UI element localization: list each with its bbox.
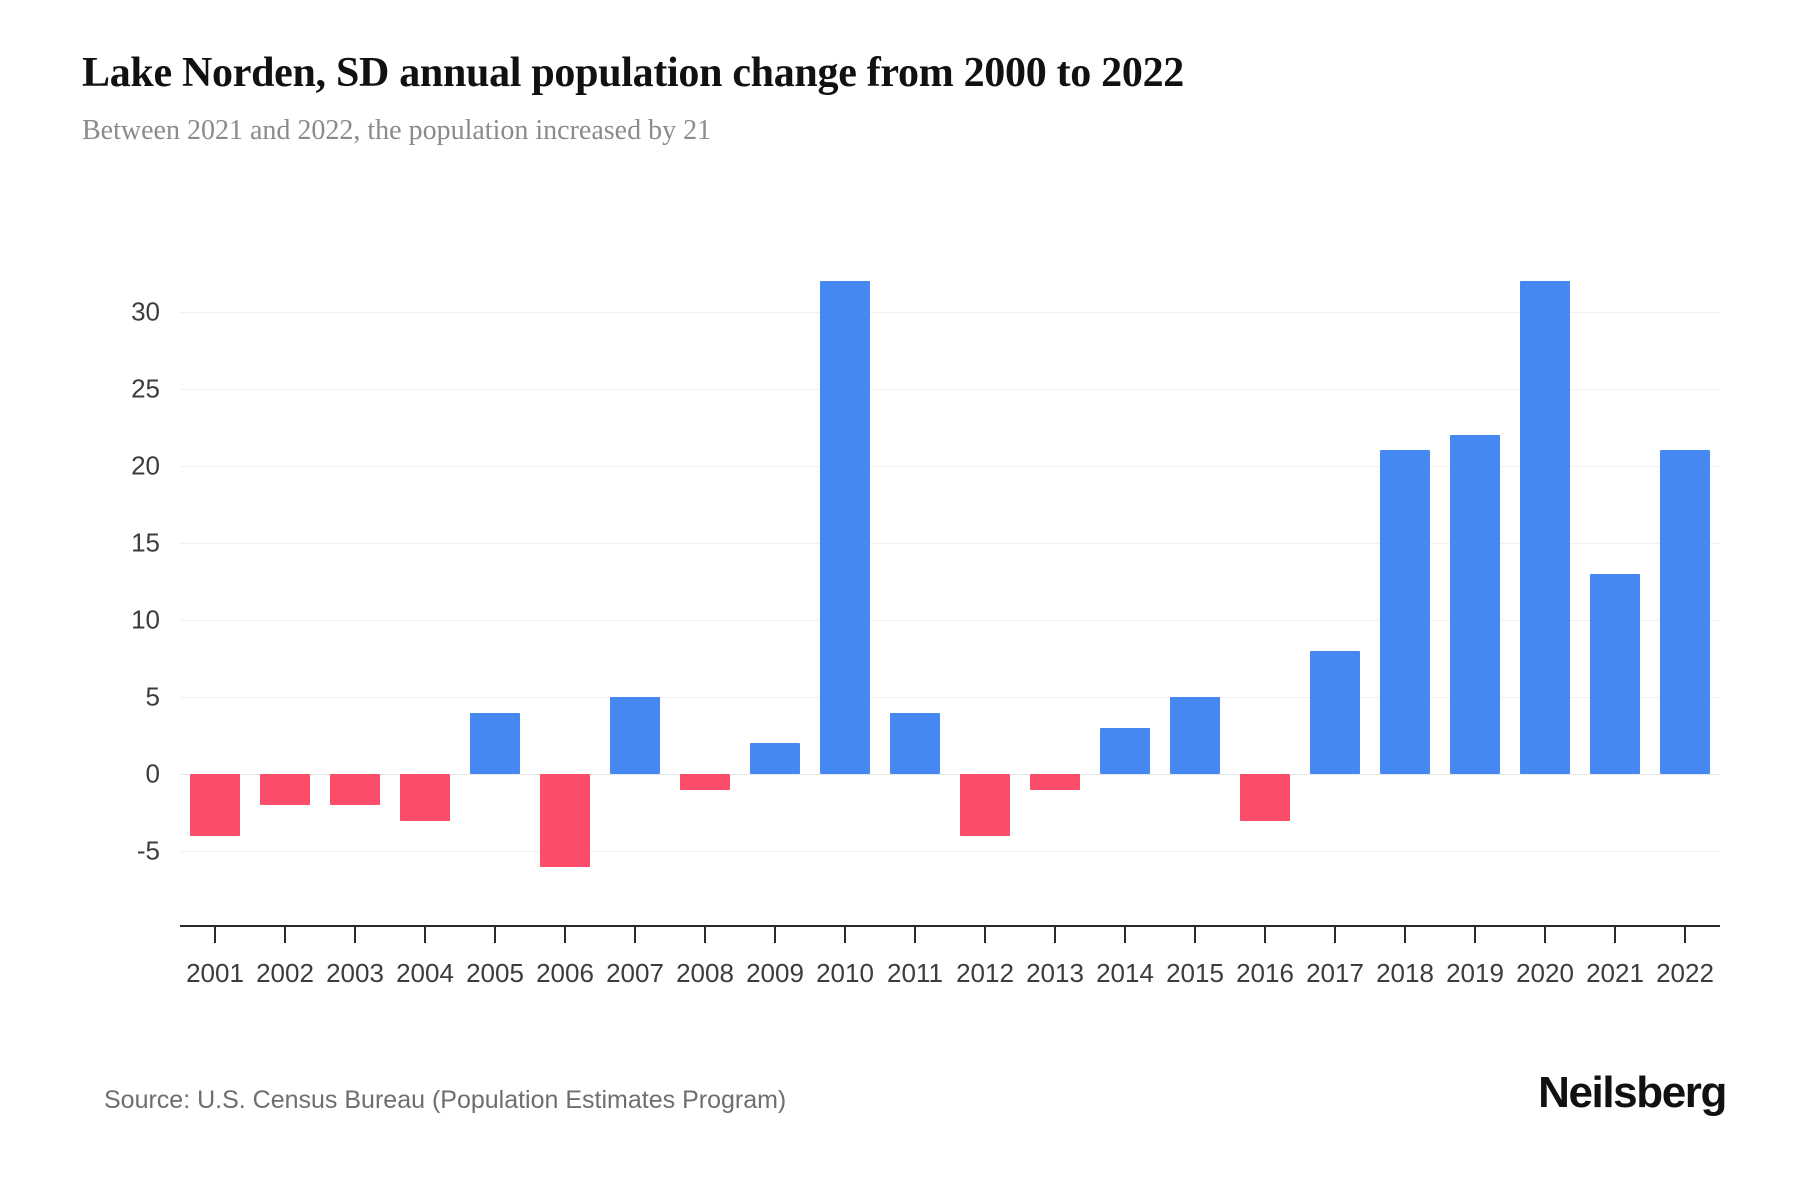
bar-2014[interactable]	[1099, 728, 1151, 775]
x-axis-tickmarks	[180, 927, 1720, 943]
y-axis-tick-label: 5	[145, 681, 160, 712]
x-axis-tick-label: 2006	[536, 958, 594, 988]
x-axis-tick-label: 2012	[956, 958, 1014, 988]
x-axis-tick-label: 2005	[466, 958, 524, 988]
x-axis-tickmark	[1194, 927, 1196, 943]
bar-2005[interactable]	[469, 712, 521, 775]
bar-2003[interactable]	[329, 774, 381, 806]
bar-2019[interactable]	[1449, 435, 1501, 775]
x-axis-tick-label: 2009	[746, 958, 804, 988]
x-axis-tick-label: 2017	[1306, 958, 1364, 988]
x-axis-tick-label: 2010	[816, 958, 874, 988]
x-axis-tickmark	[494, 927, 496, 943]
y-axis-tick-label: 15	[131, 527, 160, 558]
x-axis-tickmark	[774, 927, 776, 943]
bar-2012[interactable]	[959, 774, 1011, 836]
x-axis-tick-label: 2015	[1166, 958, 1224, 988]
gridline	[180, 697, 1720, 699]
y-axis: 30 25 20 15 10 5 0 -5	[100, 250, 160, 890]
bar-2013[interactable]	[1029, 774, 1081, 790]
bar-2006[interactable]	[539, 774, 591, 867]
source-note: Source: U.S. Census Bureau (Population E…	[104, 1086, 787, 1114]
bar-2004[interactable]	[399, 774, 451, 821]
x-axis-line	[180, 925, 1720, 927]
x-axis-tickmark	[984, 927, 986, 943]
x-axis-tickmark	[284, 927, 286, 943]
y-axis-tick-label: 0	[145, 758, 160, 789]
gridline	[180, 543, 1720, 544]
gridline	[180, 620, 1720, 622]
x-axis-tickmark	[1124, 927, 1126, 943]
x-axis-tickmark	[354, 927, 356, 943]
x-axis-tick-label: 2008	[676, 958, 734, 988]
chart-header: Lake Norden, SD annual population change…	[82, 50, 1722, 148]
plot-area: 30 25 20 15 10 5 0 -5 2001 2002 2003 2004 2005 2006 2…	[0, 250, 1800, 1010]
x-axis-tickmark	[914, 927, 916, 943]
bar-2015[interactable]	[1169, 697, 1221, 775]
gridlines	[180, 250, 1720, 890]
x-axis-tickmark	[214, 927, 216, 943]
x-axis-tickmark	[564, 927, 566, 943]
bar-2008[interactable]	[679, 774, 731, 790]
x-axis-tick-label: 2021	[1586, 958, 1644, 988]
bar-2016[interactable]	[1239, 774, 1291, 821]
x-axis-tickmark	[1404, 927, 1406, 943]
x-axis-tickmark	[1684, 927, 1686, 943]
bar-2018[interactable]	[1379, 450, 1431, 775]
bar-2010[interactable]	[819, 280, 871, 775]
x-axis-tickmark	[424, 927, 426, 943]
bar-series	[180, 250, 1720, 890]
y-axis-tick-label: 25	[131, 373, 160, 404]
y-axis-tick-label: 20	[131, 450, 160, 481]
x-axis-tickmark	[844, 927, 846, 943]
y-axis-tick-label: 30	[131, 296, 160, 327]
x-axis-tickmark	[1474, 927, 1476, 943]
x-axis-tick-label: 2013	[1026, 958, 1084, 988]
bar-2009[interactable]	[749, 743, 801, 775]
bar-2007[interactable]	[609, 697, 661, 775]
x-axis-tick-label: 2014	[1096, 958, 1154, 988]
x-axis-tick-label: 2001	[186, 958, 244, 988]
y-axis-tick-label: -5	[136, 835, 160, 866]
gridline	[180, 311, 1720, 313]
x-axis-tick-label: 2003	[326, 958, 384, 988]
gridline	[180, 851, 1720, 853]
x-axis-tick-label: 2007	[606, 958, 664, 988]
bar-2020[interactable]	[1519, 280, 1571, 775]
x-axis-tick-label: 2011	[887, 958, 943, 988]
zero-baseline	[180, 774, 1720, 776]
x-axis-tickmark	[1334, 927, 1336, 943]
x-axis-tick-label: 2022	[1656, 958, 1714, 988]
x-axis-tick-label: 2018	[1376, 958, 1434, 988]
page-title: Lake Norden, SD annual population change…	[82, 50, 1184, 96]
gridline	[180, 388, 1720, 390]
y-axis-tick-label: 10	[131, 604, 160, 635]
bar-2001[interactable]	[189, 774, 241, 836]
x-axis-tickmark	[1054, 927, 1056, 943]
bar-2021[interactable]	[1589, 573, 1641, 775]
chart-subtitle: Between 2021 and 2022, the population in…	[82, 115, 712, 147]
gridline	[180, 465, 1720, 467]
x-axis-tickmark	[634, 927, 636, 943]
x-axis-tick-label: 2004	[396, 958, 454, 988]
x-axis-tickmark	[1544, 927, 1546, 943]
bar-2002[interactable]	[259, 774, 311, 806]
x-axis-tickmark	[1264, 927, 1266, 943]
bar-2022[interactable]	[1659, 450, 1711, 775]
x-axis-tick-label: 2019	[1446, 958, 1504, 988]
x-axis-tick-label: 2002	[256, 958, 314, 988]
x-axis-tickmark	[1614, 927, 1616, 943]
x-axis-tick-label: 2020	[1516, 958, 1574, 988]
x-axis-tickmark	[704, 927, 706, 943]
brand-logo: Neilsberg	[1538, 1068, 1727, 1117]
x-axis-tick-label: 2016	[1236, 958, 1294, 988]
bar-2017[interactable]	[1309, 650, 1361, 775]
bar-2011[interactable]	[889, 712, 941, 775]
